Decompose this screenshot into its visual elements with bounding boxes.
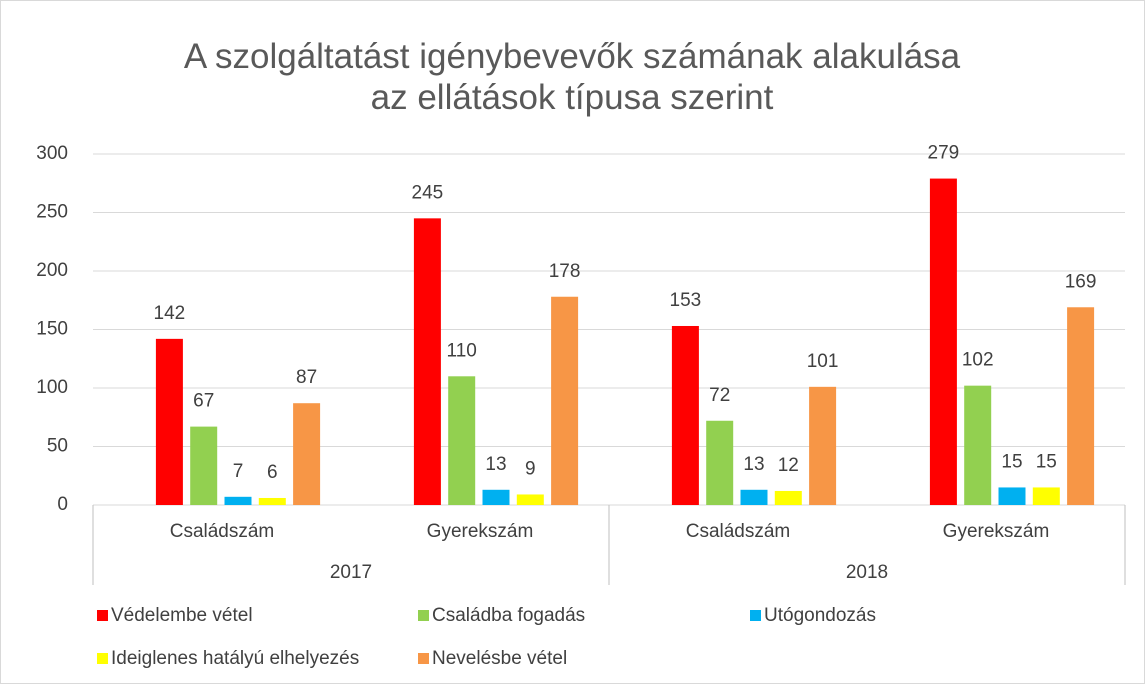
data-label: 9 — [525, 458, 536, 479]
bar — [516, 494, 544, 505]
bar — [224, 496, 252, 505]
legend-label: Utógondozás — [764, 605, 876, 626]
x-tick-label: Gyerekszám — [427, 521, 534, 542]
bar — [1032, 487, 1060, 505]
legend-swatch — [97, 610, 108, 621]
bar — [964, 385, 992, 505]
bar — [1067, 307, 1095, 505]
bar — [448, 376, 476, 505]
bar — [413, 218, 441, 505]
bar — [551, 296, 579, 505]
y-tick-label: 0 — [57, 494, 68, 515]
data-label: 178 — [549, 261, 581, 282]
bar — [809, 386, 837, 505]
data-label: 102 — [962, 350, 994, 371]
bar — [482, 489, 510, 505]
legend-label: Védelembe vétel — [111, 605, 253, 626]
group-label: 2017 — [330, 562, 372, 583]
data-label: 245 — [412, 182, 444, 203]
data-label: 72 — [709, 385, 730, 406]
data-label: 13 — [743, 454, 764, 475]
y-tick-label: 250 — [36, 202, 68, 223]
x-tick-label: Családszám — [170, 521, 275, 542]
legend-swatch — [418, 610, 429, 621]
legend-swatch — [418, 653, 429, 664]
y-tick-label: 200 — [36, 260, 68, 281]
bar — [155, 338, 183, 505]
legend-label: Családba fogadás — [432, 605, 585, 626]
bar — [258, 497, 286, 505]
data-label: 12 — [778, 455, 799, 476]
data-label: 6 — [267, 462, 278, 483]
bar — [671, 325, 699, 505]
data-label: 142 — [154, 303, 186, 324]
data-label: 87 — [296, 367, 317, 388]
y-tick-label: 300 — [36, 143, 68, 164]
data-label: 153 — [670, 290, 702, 311]
data-label: 7 — [233, 461, 244, 482]
data-label: 279 — [928, 143, 960, 164]
bar — [774, 490, 802, 505]
legend-label: Ideiglenes hatályú elhelyezés — [111, 648, 359, 669]
data-label: 169 — [1065, 271, 1097, 292]
chart-title: A szolgáltatást igénybevevők számának al… — [183, 37, 961, 117]
data-label: 15 — [1001, 451, 1022, 472]
legend-swatch — [750, 610, 761, 621]
data-label: 101 — [807, 351, 839, 372]
data-label: 13 — [485, 454, 506, 475]
data-label: 110 — [447, 340, 477, 361]
y-tick-label: 100 — [36, 377, 68, 398]
data-label: 67 — [193, 391, 214, 412]
bar — [293, 403, 321, 505]
x-tick-label: Családszám — [686, 521, 791, 542]
data-label: 15 — [1036, 451, 1057, 472]
bar — [706, 420, 734, 505]
x-tick-label: Gyerekszám — [943, 521, 1050, 542]
legend-swatch — [97, 653, 108, 664]
group-label: 2018 — [846, 562, 888, 583]
legend-label: Nevelésbe vétel — [432, 648, 567, 669]
bar — [740, 489, 768, 505]
bar — [929, 178, 957, 505]
bar — [190, 426, 218, 505]
y-tick-label: 150 — [36, 319, 68, 340]
bar — [998, 487, 1026, 505]
y-tick-label: 50 — [47, 436, 68, 457]
